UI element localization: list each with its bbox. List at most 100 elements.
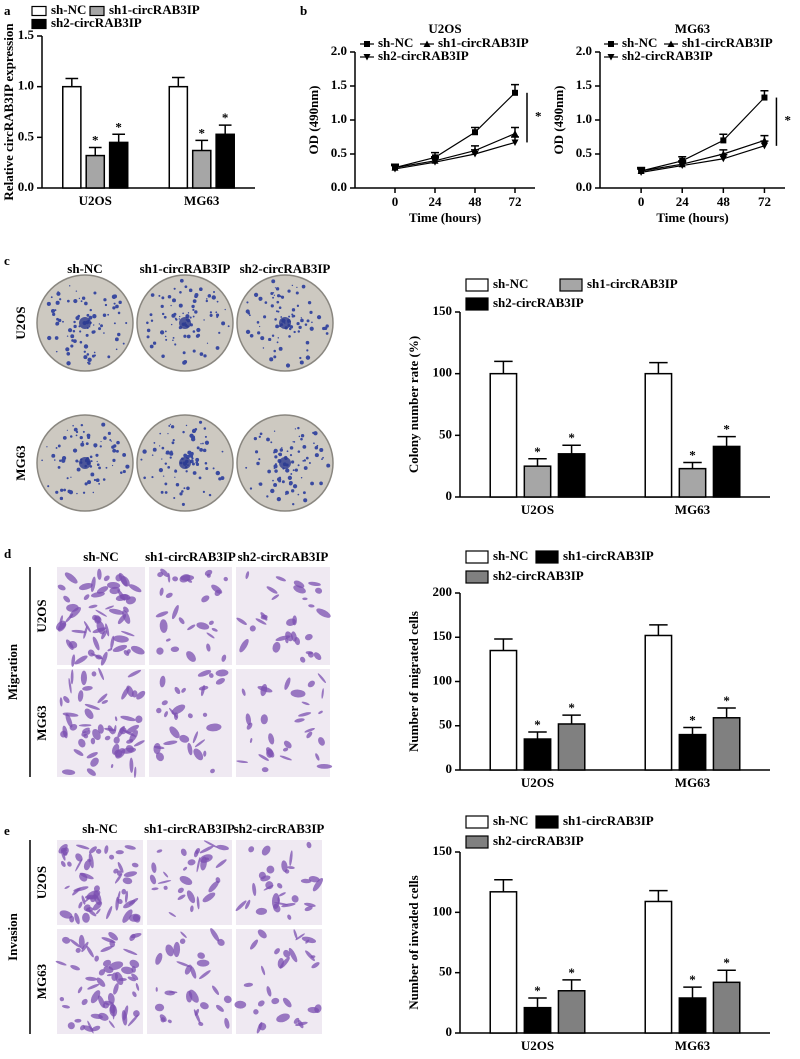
bar: [191, 149, 212, 189]
colony-cluster: [179, 317, 191, 329]
colony: [93, 291, 97, 295]
cell: [198, 685, 209, 691]
cell: [97, 995, 106, 1008]
cell: [245, 899, 251, 910]
legend-label: sh2-circRAB3IP: [378, 48, 469, 63]
significance-label: *: [723, 693, 730, 708]
colony: [308, 462, 311, 465]
colony: [50, 296, 53, 299]
cell: [293, 580, 305, 588]
cell: [125, 745, 134, 753]
significance-label: *: [92, 132, 99, 147]
cell: [183, 866, 188, 871]
colony: [172, 298, 176, 303]
colony: [269, 357, 274, 362]
colony: [62, 435, 67, 440]
cell: [196, 896, 200, 910]
cell: [74, 912, 80, 925]
colony: [285, 363, 291, 368]
cell: [135, 715, 143, 723]
y-tick-label: 1.5: [576, 77, 593, 92]
point: [511, 139, 519, 146]
cell: [261, 767, 269, 773]
colony: [259, 299, 261, 301]
cell: [80, 1024, 86, 1031]
legend-label: sh-NC: [493, 548, 528, 563]
cell: [316, 608, 331, 618]
colony: [253, 292, 259, 297]
colony: [88, 315, 93, 320]
colony: [67, 328, 73, 333]
y-tick-label: 0: [446, 1024, 453, 1039]
colony: [81, 296, 86, 300]
colony-cluster: [79, 457, 91, 469]
x-tick-label: 24: [429, 194, 443, 209]
y-tick-label: 50: [439, 426, 452, 441]
colony: [158, 468, 163, 473]
error-bar: [562, 714, 581, 724]
cell: [260, 714, 268, 725]
cell: [57, 622, 67, 632]
colony: [54, 309, 57, 312]
series-line: [641, 139, 765, 172]
colony: [164, 462, 168, 465]
colony: [85, 442, 89, 446]
colony: [208, 294, 211, 297]
cell: [206, 643, 211, 652]
x-tick-label: 0: [638, 194, 645, 209]
significance-label: *: [199, 125, 206, 140]
significance-label: *: [115, 119, 122, 134]
colony: [295, 291, 299, 295]
colony: [276, 294, 281, 298]
cell: [100, 945, 113, 953]
error-bar: [218, 124, 232, 135]
cell: [81, 895, 86, 905]
colony: [259, 325, 261, 328]
colony: [161, 354, 165, 358]
cell: [63, 696, 70, 704]
colony: [297, 464, 300, 467]
colony: [274, 318, 277, 321]
colony: [292, 441, 294, 443]
colony: [66, 361, 71, 366]
cell: [304, 727, 315, 733]
bar: [523, 1006, 552, 1034]
colony: [205, 466, 209, 471]
error-bar: [717, 435, 736, 447]
colony: [271, 334, 275, 337]
cell: [107, 993, 115, 1005]
cell: [109, 1004, 116, 1014]
colony: [80, 300, 83, 303]
legend-label: sh-NC: [378, 35, 413, 50]
colony: [260, 336, 265, 341]
cell: [318, 737, 325, 746]
colony: [192, 471, 197, 475]
cell: [97, 724, 104, 734]
colony: [59, 459, 62, 462]
colony: [297, 450, 301, 453]
cell: [266, 986, 272, 997]
colony: [169, 456, 172, 459]
colony: [300, 317, 302, 319]
cell: [255, 907, 268, 915]
colony: [63, 488, 67, 492]
colony: [112, 448, 117, 453]
colony: [272, 296, 275, 299]
colony: [204, 440, 210, 445]
cell: [245, 571, 250, 580]
colony: [55, 322, 59, 326]
colony: [186, 334, 191, 339]
colony: [113, 444, 117, 448]
colony: [309, 310, 313, 314]
colony: [61, 456, 67, 461]
error-bar: [562, 979, 581, 991]
colony: [257, 331, 261, 335]
y-tick-label: 0.5: [576, 145, 593, 160]
cell: [87, 1020, 94, 1034]
cell: [258, 871, 266, 880]
legend-label: sh-NC: [493, 276, 528, 291]
colony-cluster: [79, 317, 91, 329]
cell: [197, 670, 212, 677]
colony: [117, 311, 121, 315]
significance-label: *: [723, 955, 730, 970]
